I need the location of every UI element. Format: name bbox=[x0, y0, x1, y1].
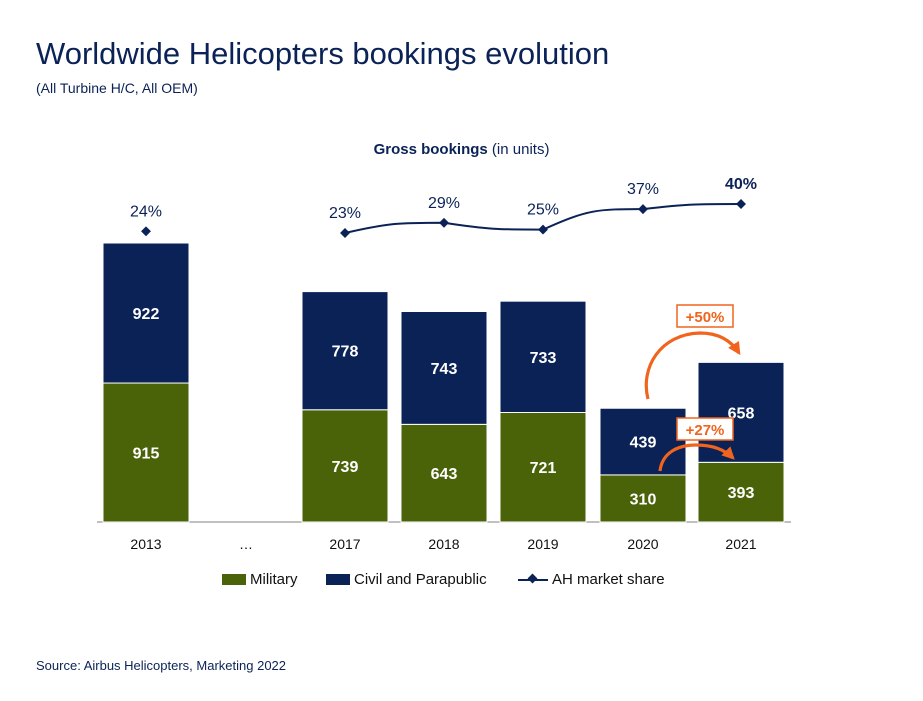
data-label-military-2020: 310 bbox=[630, 491, 657, 508]
growth-badge-military bbox=[676, 417, 734, 441]
bar-civil-2019 bbox=[499, 300, 587, 413]
market-share-point-2020 bbox=[638, 204, 648, 215]
market-share-label-2018: 29% bbox=[428, 195, 460, 212]
chart-legend: Military Civil and Parapublic AH market … bbox=[0, 571, 923, 591]
x-tick-label-2013: 2013 bbox=[130, 536, 161, 552]
growth-badge-civil bbox=[676, 304, 734, 328]
bar-civil-2017 bbox=[301, 291, 389, 411]
x-tick-label-2021: 2021 bbox=[725, 536, 756, 552]
data-label-civil-2017: 778 bbox=[332, 344, 359, 361]
market-share-label-2019: 25% bbox=[527, 202, 559, 219]
legend-item-military: Military bbox=[222, 571, 298, 588]
legend-label-market-share: AH market share bbox=[552, 571, 665, 588]
data-label-military-2017: 739 bbox=[332, 459, 359, 476]
data-label-civil-2020: 439 bbox=[630, 435, 657, 452]
legend-swatch-military bbox=[222, 574, 246, 585]
data-label-civil-2018: 743 bbox=[431, 361, 458, 378]
bar-military-2013 bbox=[102, 382, 190, 523]
legend-item-civil: Civil and Parapublic bbox=[326, 571, 487, 588]
legend-label-civil: Civil and Parapublic bbox=[354, 571, 487, 588]
bar-military-2017 bbox=[301, 409, 389, 523]
market-share-point-2021 bbox=[736, 199, 746, 209]
legend-label-military: Military bbox=[250, 571, 298, 588]
data-label-civil-2021: 658 bbox=[728, 405, 755, 422]
source-note: Source: Airbus Helicopters, Marketing 20… bbox=[36, 658, 287, 673]
data-label-military-2021: 393 bbox=[728, 485, 755, 502]
x-tick-label-2018: 2018 bbox=[428, 536, 459, 552]
growth-label-military: +27% bbox=[686, 422, 725, 439]
growth-arrow-civil bbox=[644, 331, 741, 400]
bar-civil-2013 bbox=[102, 242, 190, 384]
market-share-point-2019 bbox=[538, 224, 548, 235]
market-share-label-2013: 24% bbox=[130, 203, 162, 220]
bar-civil-2020 bbox=[599, 407, 687, 476]
legend-swatch-market-share bbox=[518, 573, 548, 585]
chart-title-bold: Gross bookings bbox=[373, 141, 488, 158]
bar-civil-2018 bbox=[400, 310, 488, 425]
x-tick-label-gap: … bbox=[239, 536, 253, 552]
market-share-point-2013 bbox=[141, 226, 151, 237]
data-label-military-2018: 643 bbox=[431, 466, 458, 483]
chart-title-unit: (in units) bbox=[487, 141, 550, 158]
bar-military-2020 bbox=[599, 474, 687, 523]
growth-label-civil: +50% bbox=[686, 309, 725, 326]
market-share-label-2017: 23% bbox=[329, 205, 361, 222]
x-tick-label-2019: 2019 bbox=[527, 536, 558, 552]
x-tick-label-2017: 2017 bbox=[329, 536, 360, 552]
legend-swatch-civil bbox=[326, 574, 350, 585]
x-tick-label-2020: 2020 bbox=[627, 536, 658, 552]
market-share-point-2017 bbox=[340, 228, 350, 238]
page-subtitle: (All Turbine H/C, All OEM) bbox=[36, 80, 198, 96]
data-label-military-2019: 721 bbox=[530, 460, 557, 477]
market-share-label-2020: 37% bbox=[627, 181, 659, 198]
page-title: Worldwide Helicopters bookings evolution bbox=[36, 36, 610, 71]
data-label-military-2013: 915 bbox=[133, 446, 160, 463]
data-label-civil-2013: 922 bbox=[133, 306, 160, 323]
market-share-point-2018 bbox=[439, 217, 449, 228]
chart-title: Gross bookings (in units) bbox=[0, 141, 923, 158]
data-label-civil-2019: 733 bbox=[530, 350, 557, 367]
legend-item-market-share: AH market share bbox=[518, 571, 665, 588]
market-share-label-2021: 40% bbox=[725, 176, 757, 193]
bar-military-2018 bbox=[400, 423, 488, 523]
growth-arrow-military bbox=[658, 443, 735, 472]
